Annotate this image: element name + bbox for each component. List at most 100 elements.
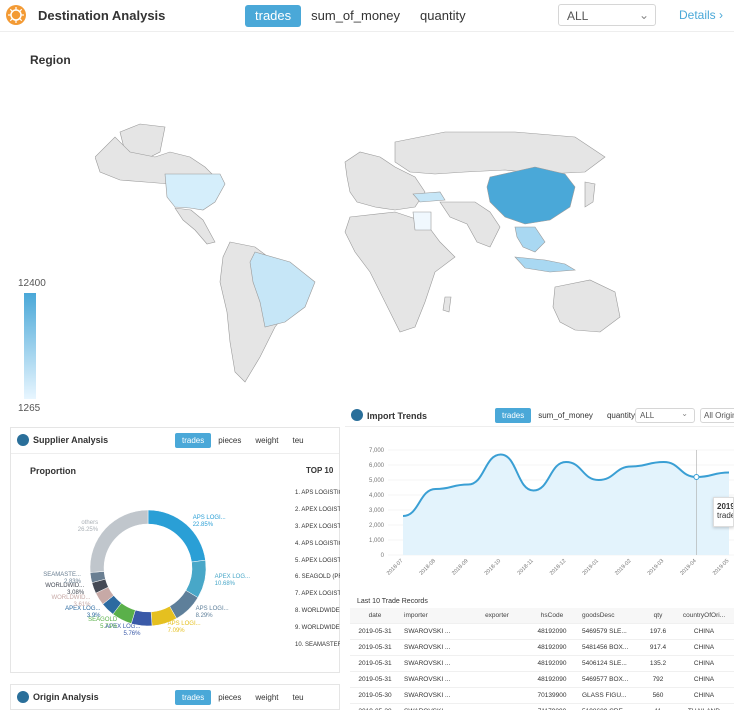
- table-cell: SWAROVSKI ...: [404, 692, 451, 699]
- origin-tab-weight[interactable]: weight: [255, 693, 279, 702]
- col-header[interactable]: exporter: [485, 612, 509, 619]
- map-region-turkey: [412, 191, 446, 203]
- chevron-down-icon: ⌄: [681, 409, 688, 418]
- table-row[interactable]: 2019-05-31 SWAROVSKI ... 48192090 5406124 S…: [350, 656, 734, 672]
- x-tick-label: 2019-02: [614, 558, 633, 577]
- table-cell: 5406124 SLE...: [582, 660, 627, 667]
- supplier-tab-weight[interactable]: weight: [255, 436, 279, 445]
- top10-item[interactable]: 7. APEX LOGISTICS: [295, 591, 340, 598]
- table-cell: 2019-05-28: [350, 704, 400, 710]
- donut-label-name: WORLDWID...: [51, 595, 91, 602]
- trends-filter-select[interactable]: ALL ⌄: [635, 408, 695, 423]
- table-cell: SWAROVSKI ...: [404, 644, 451, 651]
- donut-label-name: APS LOGI...: [195, 606, 229, 613]
- top10-item[interactable]: 6. SEAGOLD (PRIVATE): [295, 574, 340, 581]
- supplier-tab-trades[interactable]: trades: [175, 433, 212, 448]
- supplier-panel: Supplier Analysis trades pieces weight t…: [10, 427, 340, 673]
- table-row[interactable]: 2019-05-28SWAROVSKI ... 711790905198689 C…: [350, 704, 734, 710]
- table-cell: 5469577 BOX...: [582, 676, 629, 683]
- table-cell: [468, 640, 526, 655]
- origin-tab-teu[interactable]: teu: [292, 693, 304, 702]
- origin-tab-pieces[interactable]: pieces: [218, 693, 242, 702]
- map-region-indonesia: [514, 256, 576, 273]
- top10-item[interactable]: 9. WORLDWIDE: [295, 625, 340, 632]
- donut-label-name: APS LOGI...: [192, 515, 226, 522]
- y-tick-label: 4,000: [369, 493, 385, 499]
- origin-panel-header: Origin Analysis trades pieces weight teu: [11, 685, 339, 710]
- metric-tabs: trades sum_of_money quantity: [245, 5, 476, 27]
- table-cell: 2019-05-31: [358, 676, 392, 683]
- page-title: Destination Analysis: [38, 8, 166, 23]
- records-title: Last 10 Trade Records: [357, 598, 428, 605]
- table-row[interactable]: 2019-05-30 SWAROVSKI ... 70139900 GLASS FIG…: [350, 688, 734, 704]
- col-header[interactable]: countryOfOri...: [682, 612, 726, 619]
- col-header[interactable]: hsCode: [540, 612, 564, 619]
- tab-sum-of-money[interactable]: sum_of_money: [311, 8, 401, 23]
- trend-line[interactable]: [402, 453, 730, 517]
- y-tick-label: 0: [381, 553, 385, 559]
- map-region-egypt: [412, 211, 432, 231]
- x-tick-label: 2019-01: [581, 558, 600, 577]
- supplier-panel-header: Supplier Analysis trades pieces weight t…: [11, 428, 339, 454]
- top10-item[interactable]: 3. APEX LOGISTICS: [295, 523, 340, 530]
- map-region-africa: [344, 211, 456, 333]
- donut-label-pct: 5.71%: [100, 624, 118, 631]
- col-header[interactable]: date: [368, 612, 382, 619]
- map-region-australia: [552, 279, 621, 333]
- origin-title: Origin Analysis: [33, 692, 99, 702]
- legend-min-label: 1265: [18, 403, 41, 414]
- supplier-tab-pieces[interactable]: pieces: [218, 436, 242, 445]
- top10-item[interactable]: 5. APEX LOGISTICS: [295, 557, 340, 564]
- donut-slice-label: APS LOGI... 8.29%: [196, 606, 229, 620]
- donut-slice-label: APS LOGI... 7.09%: [168, 621, 201, 635]
- supplier-tab-teu[interactable]: teu: [292, 436, 304, 445]
- donut-label-pct: 26.25%: [77, 526, 99, 533]
- table-row[interactable]: 2019-05-31 SWAROVSKI ... 48192090 5469577 B…: [350, 672, 734, 688]
- y-tick-label: 3,000: [369, 508, 385, 514]
- legend-color-scale: [24, 293, 36, 399]
- donut-label-name: SEAGOLD: [88, 617, 118, 624]
- table-cell: SWAROVSKI ...: [400, 704, 468, 710]
- col-header[interactable]: importer: [404, 612, 428, 619]
- top10-item[interactable]: 4. APS LOGISTICS: [295, 540, 340, 547]
- trends-tab-sum-of-money[interactable]: sum_of_money: [538, 411, 593, 420]
- trends-title: Import Trends: [367, 411, 428, 421]
- table-cell: [468, 704, 526, 710]
- top10-title: TOP 10: [306, 466, 334, 475]
- donut-label-pct: 8.29%: [195, 613, 213, 620]
- trends-tab-quantity[interactable]: quantity: [606, 411, 635, 420]
- table-cell: CHINA: [693, 628, 715, 635]
- trends-tab-trades[interactable]: trades: [495, 408, 532, 423]
- table-cell: 48192090: [537, 676, 567, 683]
- details-link[interactable]: Details ›: [679, 8, 724, 22]
- top10-item[interactable]: 8. WORLDWIDE: [295, 608, 340, 615]
- table-cell: 917.4: [649, 644, 667, 651]
- donut-label-name: SEAMASTE...: [43, 572, 81, 579]
- y-tick-label: 5,000: [369, 478, 385, 484]
- table-row[interactable]: 2019-05-31 SWAROVSKI ... 48192090 5469579 S…: [350, 624, 734, 640]
- table-cell: 70139900: [537, 692, 567, 699]
- x-tick-label: 2018-07: [386, 558, 405, 577]
- top10-item[interactable]: 2. APEX LOGISTICS: [295, 506, 340, 513]
- donut-label-name: APEX LOG...: [105, 623, 141, 630]
- donut-slice-label: SEAMASTE... 2.83%: [43, 572, 81, 586]
- col-header[interactable]: goodsDesc: [582, 612, 615, 619]
- donut-slice-label: WORLDWID... 3.08%: [45, 583, 84, 597]
- table-cell: CHINA: [693, 660, 715, 667]
- col-header[interactable]: qty: [653, 612, 663, 619]
- x-tick-label: 2019-04: [679, 558, 698, 577]
- top10-item[interactable]: 10. SEAMASTER: [295, 642, 340, 649]
- top10-item[interactable]: 1. APS LOGISTICS: [295, 490, 340, 496]
- tab-quantity[interactable]: quantity: [420, 8, 466, 23]
- donut-slice[interactable]: [89, 509, 149, 573]
- import-trends-chart: 0 1,000 2,000 3,000 4,000 5,000 6,000 7,000 2018…: [369, 448, 734, 577]
- table-cell: SWAROVSKI ...: [404, 676, 451, 683]
- origin-tab-trades[interactable]: trades: [175, 690, 212, 705]
- table-cell: 5198689 CRE...: [578, 704, 642, 710]
- table-row[interactable]: 2019-05-31 SWAROVSKI ... 48192090 5481456 B…: [350, 640, 734, 656]
- filter-select[interactable]: ALL ⌄: [558, 4, 656, 26]
- hover-point[interactable]: [693, 474, 700, 480]
- table-cell: 2019-05-30: [358, 692, 392, 699]
- origins-select[interactable]: All Origins: [700, 408, 734, 423]
- tab-trades[interactable]: trades: [245, 5, 302, 27]
